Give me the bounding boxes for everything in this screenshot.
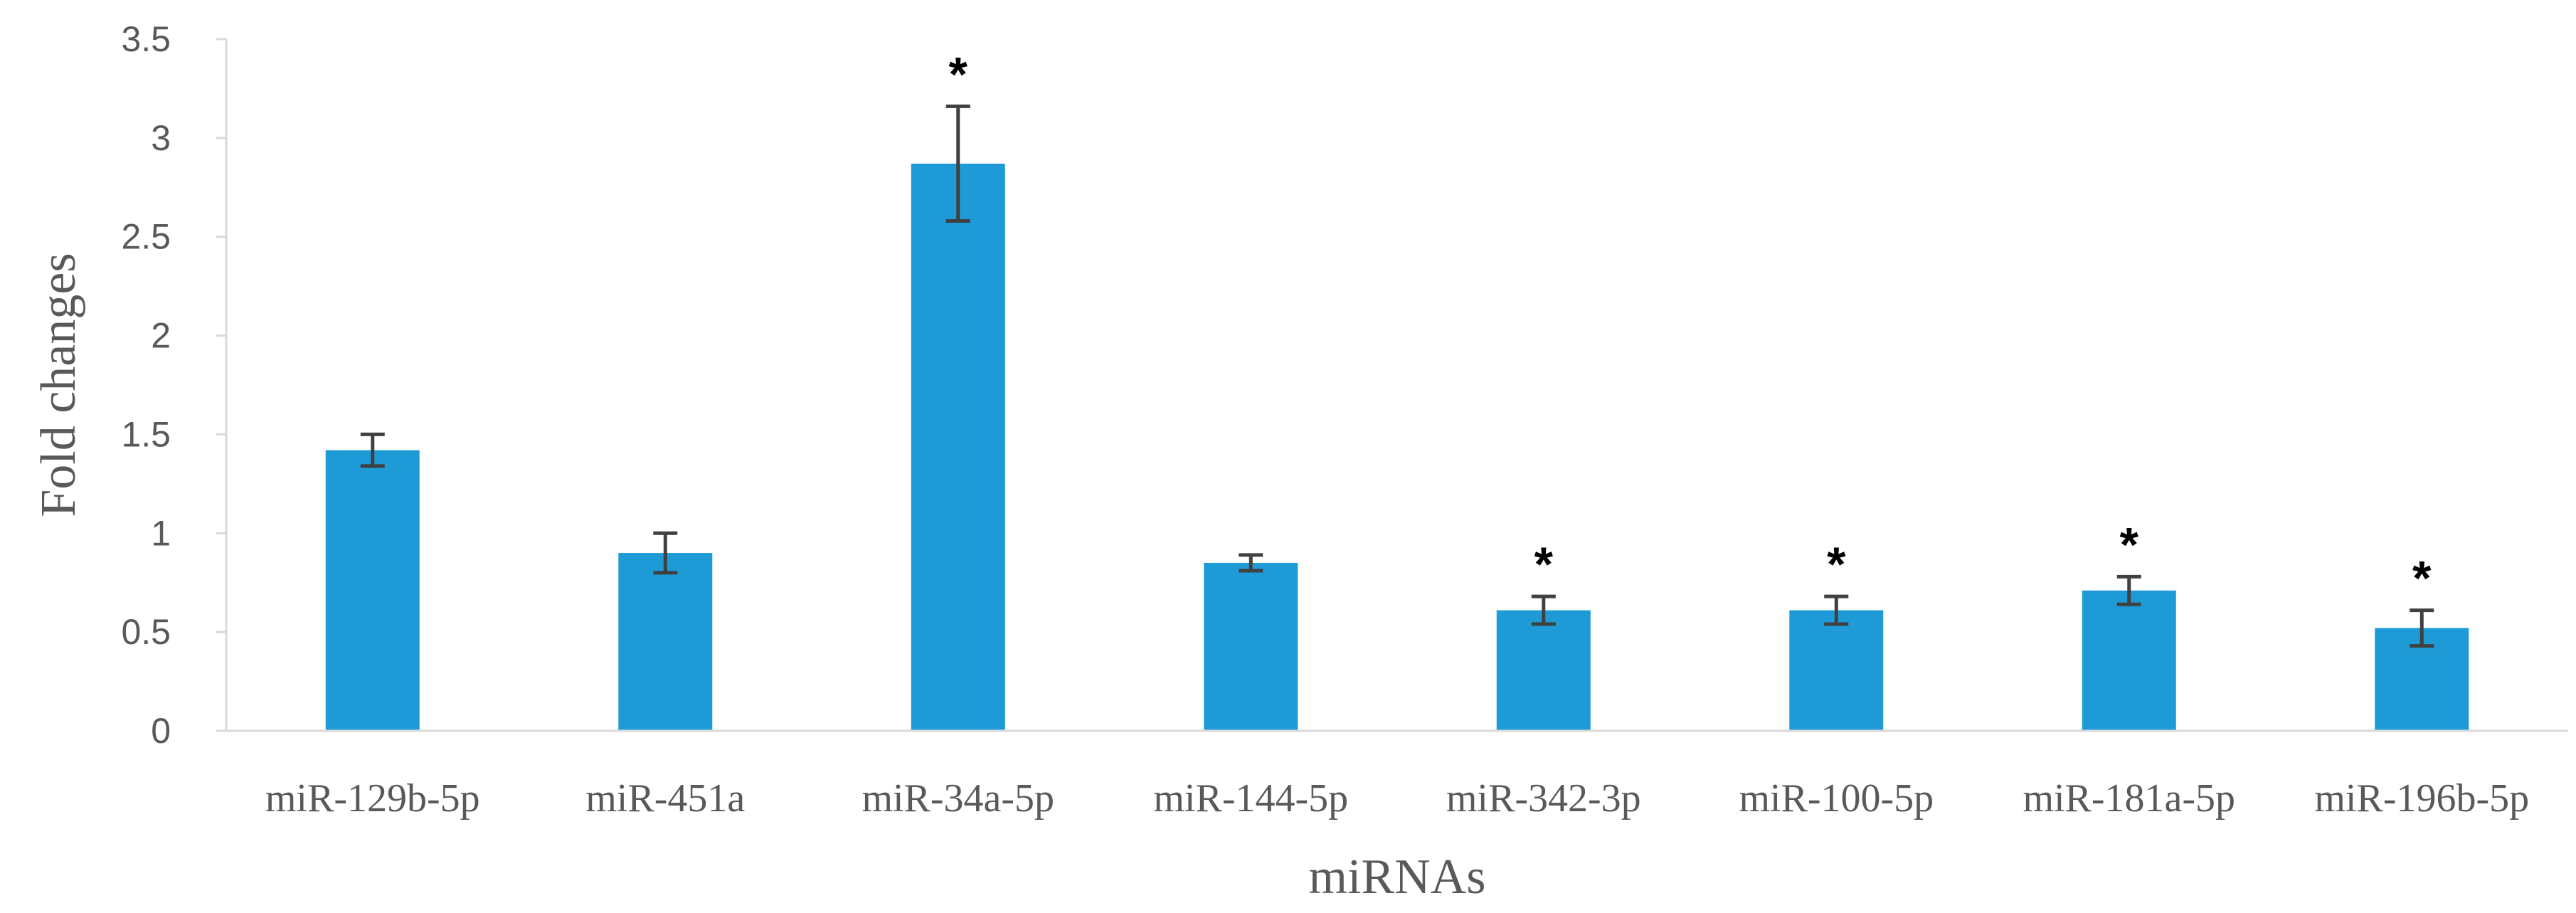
y-tick-label: 2.5 [121, 217, 171, 257]
y-axis-ticks: 0 0.5 1 1.5 2 2.5 3 3.5 [121, 19, 226, 751]
y-tick-label: 1 [151, 513, 171, 553]
y-tick-label: 0 [151, 711, 171, 751]
significance-star: * [949, 47, 968, 101]
bar [325, 450, 420, 731]
significance-star: * [2120, 517, 2139, 571]
bar [911, 163, 1005, 731]
bar [2082, 590, 2176, 731]
bar [618, 553, 713, 731]
bar [1789, 610, 1884, 731]
x-tick-label: miR-342-3p [1446, 776, 1641, 820]
y-axis-title: Fold changes [31, 253, 86, 517]
x-tick-label: miR-129b-5p [265, 776, 480, 820]
y-tick-label: 3.5 [121, 19, 171, 59]
x-tick-label: miR-181a-5p [2023, 776, 2235, 820]
x-tick-label: miR-34a-5p [862, 776, 1054, 820]
significance-markers: * * * * * [949, 47, 2432, 605]
significance-star: * [2412, 552, 2432, 606]
y-tick-label: 3 [151, 118, 171, 158]
bar [1496, 610, 1591, 731]
y-tick-label: 2 [151, 316, 171, 356]
x-axis-title: miRNAs [1309, 850, 1486, 904]
x-tick-label: miR-144-5p [1153, 776, 1348, 820]
x-tick-label: miR-451a [585, 776, 745, 820]
y-tick-label: 0.5 [121, 612, 171, 652]
bar [1204, 562, 1298, 731]
x-tick-label: miR-196b-5p [2314, 776, 2529, 820]
x-tick-label: miR-100-5p [1739, 776, 1934, 820]
x-axis-ticks: miR-129b-5p miR-451a miR-34a-5p miR-144-5p m… [265, 776, 2529, 820]
significance-star: * [1535, 537, 1554, 591]
significance-star: * [1827, 537, 1846, 591]
bars [325, 163, 2469, 731]
y-tick-label: 1.5 [121, 414, 171, 454]
error-bars [360, 104, 2434, 648]
